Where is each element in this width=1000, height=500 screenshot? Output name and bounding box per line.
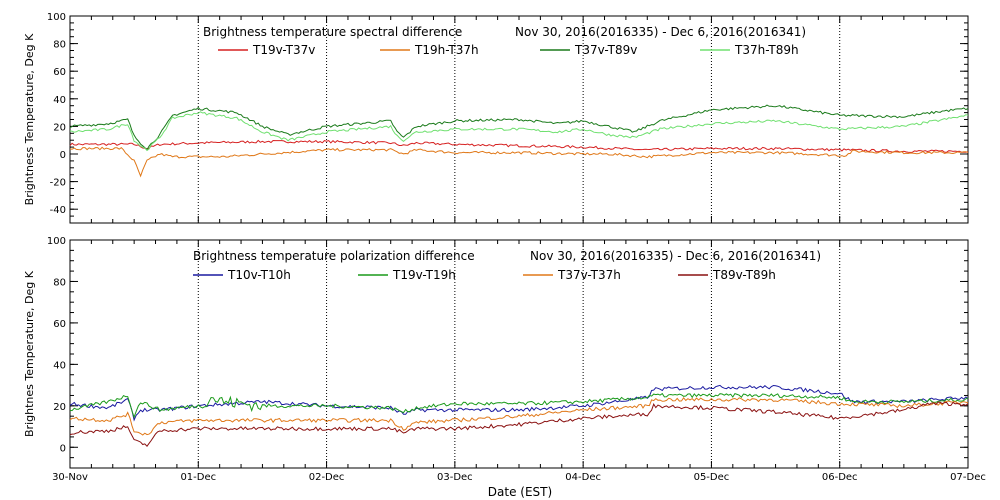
series-line-t37v-t37h — [69, 396, 969, 436]
chart-date-range: Nov 30, 2016(2016335) - Dec 6, 2016(2016… — [530, 249, 821, 263]
y-tick-label: 100 — [47, 236, 66, 247]
legend-label: T19v-T37v — [252, 43, 315, 57]
y-tick-label: 0 — [60, 443, 66, 454]
series-line-t89v-t89h — [69, 401, 969, 447]
series-line-t10v-t10h — [69, 384, 969, 422]
y-tick-label: 0 — [60, 150, 66, 161]
chart-title: Brightness temperature spectral differen… — [203, 25, 462, 39]
legend-label: T37v-T37h — [557, 268, 621, 282]
x-tick-label: 01-Dec — [180, 472, 216, 483]
legend-label: T19v-T19h — [392, 268, 456, 282]
x-tick-label: 04-Dec — [565, 472, 601, 483]
series-line-t19v-t19h — [69, 392, 969, 419]
y-tick-label: 40 — [53, 360, 66, 371]
legend-label: T19h-T37h — [414, 43, 479, 57]
legend-label: T10v-T10h — [227, 268, 291, 282]
chart-title: Brightness temperature polarization diff… — [193, 249, 475, 263]
chart-panel-2: 0 20 40 60 80 100 30-Nov 01-Dec 02-Dec 03-Dec 04-D… — [23, 236, 986, 499]
y-tick-label: 20 — [53, 122, 66, 133]
chart-date-range: Nov 30, 2016(2016335) - Dec 6, 2016(2016… — [515, 25, 806, 39]
x-tick-label: 02-Dec — [309, 472, 345, 483]
plot-frame — [69, 239, 969, 469]
x-tick-label: 05-Dec — [694, 472, 730, 483]
y-tick-label: 40 — [53, 95, 66, 106]
legend-label: T37h-T89h — [734, 43, 799, 57]
y-tick-label: 80 — [53, 277, 66, 288]
y-tick-label: 80 — [53, 40, 66, 51]
y-tick-label: 100 — [47, 12, 66, 23]
y-tick-label: -40 — [50, 205, 66, 216]
y-tick-label: 60 — [53, 67, 66, 78]
series-line-t19h-t37h — [69, 146, 969, 178]
y-axis-label: Brightness Temperature, Deg K — [23, 33, 36, 205]
plot-frame — [69, 15, 969, 224]
series-line-t37v-t89v — [69, 104, 969, 151]
y-tick-label: -20 — [50, 178, 66, 189]
legend-label: T89v-T89h — [712, 268, 776, 282]
x-tick-label: 30-Nov — [52, 472, 88, 483]
x-tick-label: 03-Dec — [437, 472, 473, 483]
series-line-t19v-t37v — [69, 139, 969, 153]
x-axis-label: Date (EST) — [488, 485, 552, 499]
chart-panel-1: -40 -20 0 20 40 60 80 100 Brightness temperature… — [23, 12, 969, 224]
y-axis-label: Brightnes Temperature, Deg K — [23, 270, 36, 437]
legend-label: T37v-T89v — [574, 43, 637, 57]
series-line-t37h-t89h — [69, 111, 969, 152]
x-tick-label: 06-Dec — [822, 472, 858, 483]
y-tick-label: 60 — [53, 319, 66, 330]
x-tick-label: 07-Dec — [950, 472, 986, 483]
y-tick-label: 20 — [53, 402, 66, 413]
